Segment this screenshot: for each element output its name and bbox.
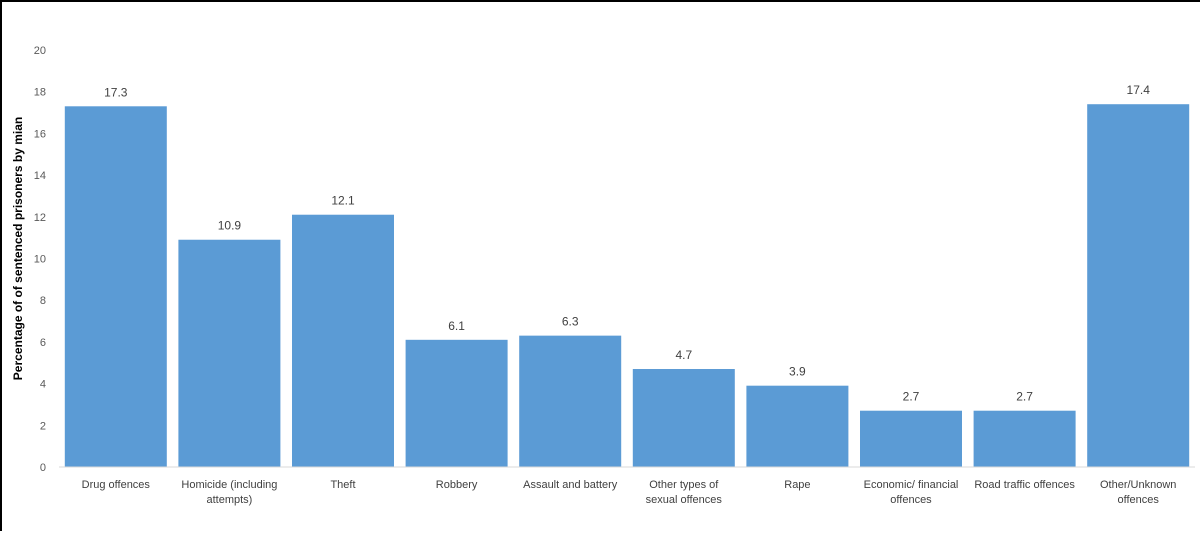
x-tick-label: Road traffic offences <box>974 479 1075 491</box>
y-tick-label: 2 <box>40 420 46 432</box>
y-axis-ticks: 0 2 4 6 8 10 12 14 16 18 20 <box>34 45 46 474</box>
y-tick-label: 8 <box>40 295 46 307</box>
bar-value-label: 2.7 <box>903 390 920 404</box>
x-tick-label: Homicide (including attempts) <box>181 479 277 506</box>
y-tick-label: 12 <box>34 212 46 224</box>
x-tick-label-line: offences <box>1118 494 1160 506</box>
x-tick-label-line: Rape <box>784 479 810 491</box>
bar <box>1087 104 1190 468</box>
bar <box>632 369 735 467</box>
bar <box>405 339 508 467</box>
bar-value-label: 4.7 <box>675 348 692 362</box>
x-tick-label-line: Drug offences <box>82 479 151 491</box>
x-tick-label: Economic/ financial offences <box>864 479 959 506</box>
y-tick-label: 0 <box>40 462 46 474</box>
y-tick-label: 10 <box>34 254 46 266</box>
x-tick-label-line: Other/Unknown <box>1100 479 1176 491</box>
x-tick-label-line: Other types of <box>649 479 719 491</box>
y-axis-title: Percentage of of sentenced prisoners by … <box>11 117 25 380</box>
bar-value-label: 6.1 <box>448 319 465 333</box>
x-tick-label: Other/Unknown offences <box>1100 479 1176 506</box>
bar-value-label: 3.9 <box>789 365 806 379</box>
bar-value-label: 6.3 <box>562 315 579 329</box>
x-tick-label-line: Assault and battery <box>523 479 618 491</box>
x-tick-label: Robbery <box>436 479 478 491</box>
x-tick-label-line: offences <box>890 494 932 506</box>
x-tick-label-line: attempts) <box>206 494 252 506</box>
bar <box>746 385 849 467</box>
bar <box>519 335 622 467</box>
bars <box>64 104 1190 468</box>
x-tick-label: Other types of sexual offences <box>646 479 723 506</box>
x-axis-labels: Drug offences Homicide (including attempts… <box>82 479 1177 506</box>
bar <box>64 106 167 468</box>
value-labels: 17.3 10.9 12.1 6.1 6.3 4.7 3.9 2.7 2.7 17.4 <box>104 83 1150 403</box>
y-tick-label: 16 <box>34 128 46 140</box>
bar <box>178 239 281 467</box>
x-tick-label-line: Economic/ financial <box>864 479 959 491</box>
x-tick-label: Assault and battery <box>523 479 618 491</box>
bar <box>860 410 962 467</box>
x-tick-label-line: sexual offences <box>646 494 723 506</box>
y-tick-label: 14 <box>34 170 46 182</box>
y-tick-label: 6 <box>40 337 46 349</box>
bar-value-label: 12.1 <box>331 194 355 208</box>
bar <box>973 410 1076 467</box>
y-tick-label: 18 <box>34 87 46 99</box>
bar-value-label: 17.4 <box>1127 83 1151 97</box>
x-tick-label-line: Theft <box>330 479 355 491</box>
bar <box>292 214 394 467</box>
x-tick-label-line: Robbery <box>436 479 478 491</box>
bar-value-label: 17.3 <box>104 85 128 99</box>
y-tick-label: 4 <box>40 379 46 391</box>
y-tick-label: 20 <box>34 45 46 57</box>
x-tick-label: Theft <box>330 479 355 491</box>
bar-value-label: 2.7 <box>1016 390 1033 404</box>
x-tick-label-line: Road traffic offences <box>974 479 1075 491</box>
x-tick-label: Rape <box>784 479 810 491</box>
bar-value-label: 10.9 <box>218 219 242 233</box>
x-tick-label: Drug offences <box>82 479 151 491</box>
x-tick-label-line: Homicide (including <box>181 479 277 491</box>
